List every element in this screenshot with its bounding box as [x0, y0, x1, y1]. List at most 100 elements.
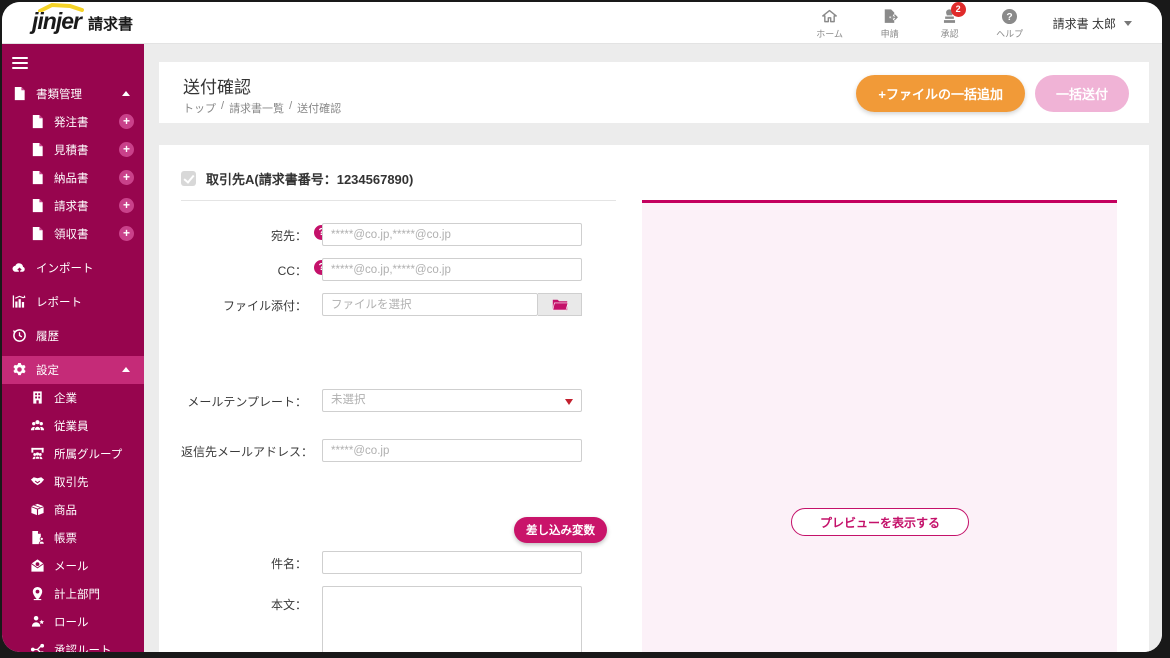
- nav-help[interactable]: ? ヘルプ: [993, 7, 1027, 40]
- request-icon: [884, 8, 899, 23]
- sidebar-item-products[interactable]: 商品: [2, 496, 144, 524]
- nav-home-label: ホーム: [816, 28, 844, 39]
- partner-section-title: 取引先A(請求書番号：1234567890): [206, 172, 414, 187]
- help-icon: ?: [1002, 8, 1018, 24]
- sidebar-item-mail[interactable]: メール: [2, 552, 144, 580]
- sidebar-item-company[interactable]: 企業: [2, 384, 144, 412]
- add-purchase-order-button[interactable]: +: [119, 114, 134, 129]
- partner-checkbox[interactable]: [181, 171, 196, 186]
- sidebar-item-label: 商品: [54, 504, 77, 517]
- sidebar-item-label: 企業: [54, 392, 77, 405]
- sidebar-item-roles[interactable]: ロール: [2, 608, 144, 636]
- nav-approval[interactable]: 2 承認: [933, 2, 967, 40]
- sidebar-item-accounting-department[interactable]: 計上部門: [2, 580, 144, 608]
- sidebar-item-label: メール: [54, 560, 89, 573]
- breadcrumb-invoice-list[interactable]: 請求書一覧: [229, 103, 285, 115]
- sidebar-item-label: 発注書: [54, 116, 89, 129]
- main-area: 送付確認 トップ / 請求書一覧 / 送付確認 +ファイルの一括追加 一括送付 …: [144, 44, 1162, 652]
- top-header: jinjer 請求書 ホーム 申請 2 承認 ? ヘルプ 請求: [2, 2, 1162, 44]
- section-divider: [181, 200, 616, 201]
- sidebar-item-label: 所属グループ: [54, 448, 123, 461]
- collapse-arrow-icon[interactable]: [122, 91, 130, 96]
- merge-variables-button[interactable]: 差し込み変数: [514, 517, 607, 543]
- sidebar-item-import[interactable]: インポート: [2, 254, 144, 282]
- settings-gear-icon: [12, 362, 27, 377]
- document-icon: [30, 226, 45, 241]
- add-invoice-button[interactable]: +: [119, 198, 134, 213]
- nav-request[interactable]: 申請: [873, 7, 907, 40]
- attachment-input[interactable]: [322, 293, 538, 316]
- sidebar-item-label: 従業員: [54, 420, 89, 433]
- sidebar-item-quotation[interactable]: 見積書 +: [2, 136, 144, 164]
- breadcrumb-separator: /: [289, 100, 293, 112]
- attachment-label: ファイル添付：: [222, 299, 307, 313]
- sidebar-item-purchase-order[interactable]: 発注書 +: [2, 108, 144, 136]
- role-person-icon: [30, 614, 45, 629]
- sidebar-item-approval-route[interactable]: 承認ルート: [2, 636, 144, 652]
- sidebar-item-forms[interactable]: 帳票: [2, 524, 144, 552]
- folder-icon: [551, 299, 568, 311]
- nav-home[interactable]: ホーム: [813, 7, 847, 40]
- to-label: 宛先：: [270, 229, 307, 243]
- sidebar-item-settings[interactable]: 設定: [2, 355, 144, 384]
- approval-badge: 2: [950, 2, 966, 17]
- breadcrumb-top[interactable]: トップ: [183, 103, 216, 115]
- bulk-send-button[interactable]: 一括送付: [1034, 75, 1129, 112]
- sidebar-item-invoice[interactable]: 請求書 +: [2, 192, 144, 220]
- mail-template-label: メールテンプレート：: [187, 395, 307, 409]
- page-header-card: 送付確認 トップ / 請求書一覧 / 送付確認 +ファイルの一括追加 一括送付: [159, 62, 1149, 123]
- import-cloud-icon: [12, 260, 27, 275]
- add-delivery-note-button[interactable]: +: [119, 170, 134, 185]
- sidebar-item-history[interactable]: 履歴: [2, 322, 144, 350]
- brand-logo[interactable]: jinjer 請求書: [32, 3, 133, 33]
- sidebar: 書類管理 発注書 + 見積書 + 納品書 + 請求書 + 領収書 +: [2, 44, 144, 652]
- sidebar-item-label: 取引先: [54, 476, 89, 489]
- sidebar-item-label: 領収書: [54, 228, 89, 241]
- show-preview-button[interactable]: プレビューを表示する: [791, 508, 969, 536]
- to-input[interactable]: [322, 223, 582, 246]
- user-menu[interactable]: 請求書 太郎: [1053, 15, 1132, 32]
- page-actions: +ファイルの一括追加 一括送付: [856, 75, 1129, 112]
- partner-handshake-icon: [30, 474, 45, 489]
- sidebar-item-document-management[interactable]: 書類管理: [2, 80, 144, 108]
- add-receipt-button[interactable]: +: [119, 226, 134, 241]
- sidebar-item-partners[interactable]: 取引先: [2, 468, 144, 496]
- logo-arc-icon: [38, 3, 84, 12]
- page-title: 送付確認: [183, 78, 251, 97]
- hamburger-menu-icon[interactable]: [2, 44, 42, 74]
- sidebar-item-label: 見積書: [54, 144, 89, 157]
- app-window: jinjer 請求書 ホーム 申請 2 承認 ? ヘルプ 請求: [2, 2, 1162, 652]
- body-textarea[interactable]: [322, 586, 582, 652]
- sidebar-item-delivery-note[interactable]: 納品書 +: [2, 164, 144, 192]
- file-browse-button[interactable]: [538, 293, 582, 316]
- nav-approval-label: 承認: [940, 28, 959, 39]
- sidebar-item-label: ロール: [54, 616, 89, 629]
- partner-section-header: 取引先A(請求書番号：1234567890): [181, 169, 413, 188]
- subject-input[interactable]: [322, 551, 582, 574]
- form-document-icon: [30, 530, 45, 545]
- body-label: 本文：: [270, 598, 307, 612]
- cc-input[interactable]: [322, 258, 582, 281]
- subject-label: 件名：: [270, 557, 307, 571]
- sidebar-item-group[interactable]: 所属グループ: [2, 440, 144, 468]
- header-nav: ホーム 申請 2 承認 ? ヘルプ 請求書 太郎: [813, 2, 1132, 44]
- sidebar-item-report[interactable]: レポート: [2, 288, 144, 316]
- sidebar-item-label: インポート: [36, 262, 94, 275]
- sidebar-item-employees[interactable]: 従業員: [2, 412, 144, 440]
- bulk-add-files-button[interactable]: +ファイルの一括追加: [856, 75, 1025, 112]
- send-confirmation-card: 取引先A(請求書番号：1234567890) 宛先： ? CC： ? ファイル添…: [159, 145, 1149, 652]
- company-building-icon: [30, 390, 45, 405]
- document-icon: [30, 170, 45, 185]
- employees-icon: [30, 418, 45, 433]
- product-name: 請求書: [87, 15, 133, 33]
- mail-template-select[interactable]: 未選択: [322, 389, 582, 412]
- collapse-arrow-icon[interactable]: [122, 367, 130, 372]
- reply-to-input[interactable]: [322, 439, 582, 462]
- document-icon: [30, 142, 45, 157]
- add-quotation-button[interactable]: +: [119, 142, 134, 157]
- product-box-icon: [30, 502, 45, 517]
- mail-template-value: 未選択: [331, 394, 366, 406]
- select-caret-icon: [565, 399, 573, 405]
- sidebar-item-receipt[interactable]: 領収書 +: [2, 220, 144, 248]
